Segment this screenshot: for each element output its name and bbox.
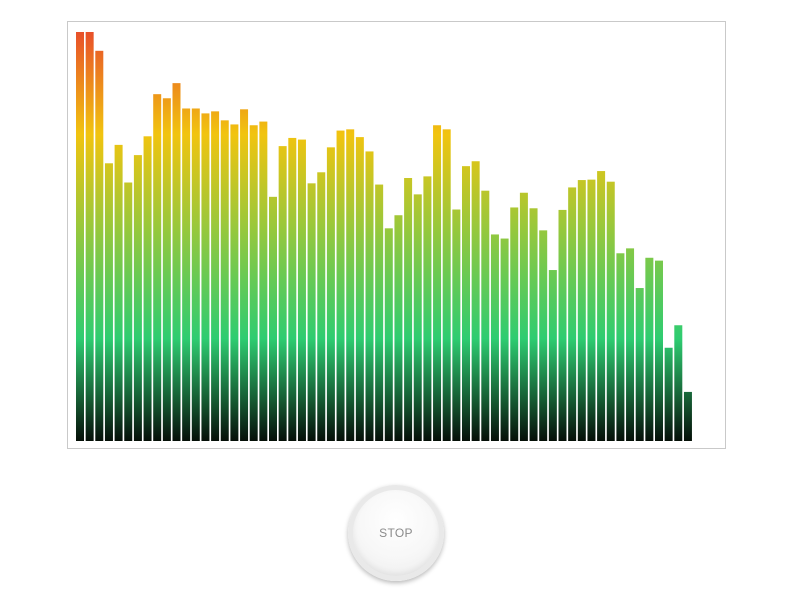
level-bar <box>683 391 692 441</box>
level-bar <box>404 178 413 441</box>
level-bar <box>365 151 374 441</box>
level-bar <box>336 130 345 441</box>
level-bar <box>355 137 364 442</box>
level-bar <box>104 163 113 442</box>
level-bar <box>664 347 673 441</box>
level-bar <box>230 124 239 442</box>
level-bar <box>413 194 422 441</box>
level-bar <box>587 179 596 441</box>
visualizer-frame <box>67 21 726 449</box>
level-bar <box>346 129 355 441</box>
level-bar <box>635 288 644 441</box>
level-bar <box>394 215 403 441</box>
level-bar <box>384 228 393 441</box>
level-bar <box>500 238 509 441</box>
level-bar <box>124 182 133 441</box>
level-bar <box>645 257 654 441</box>
level-bar <box>162 98 171 441</box>
level-bar <box>114 144 123 441</box>
level-bar <box>326 147 335 441</box>
level-bar <box>452 209 461 441</box>
level-bar <box>558 209 567 441</box>
level-bar <box>220 120 229 441</box>
level-bar <box>297 139 306 441</box>
level-bar <box>433 125 442 441</box>
level-bar <box>655 260 663 441</box>
visualizer-canvas <box>76 32 692 442</box>
level-bar <box>201 113 210 441</box>
level-bar <box>95 50 104 441</box>
level-bar <box>423 176 432 441</box>
level-bar <box>529 208 538 441</box>
level-bar <box>442 129 451 441</box>
level-bar <box>182 108 191 441</box>
level-bar <box>211 111 220 441</box>
level-bar <box>133 155 142 442</box>
level-bar <box>85 32 94 441</box>
level-bar <box>616 253 625 441</box>
level-bar <box>462 166 470 441</box>
stop-button[interactable]: STOP <box>348 485 444 581</box>
level-bar <box>481 190 490 441</box>
level-bar <box>76 32 84 441</box>
level-bar <box>249 125 258 441</box>
level-bar <box>490 234 499 441</box>
level-bar <box>606 181 615 441</box>
level-bar <box>259 121 268 441</box>
level-bar <box>519 192 528 441</box>
level-bar <box>674 325 683 441</box>
level-bar <box>317 172 326 442</box>
level-bar <box>191 108 200 441</box>
level-bar <box>240 109 249 442</box>
level-bar <box>288 137 297 441</box>
level-bar <box>278 146 287 442</box>
level-bar <box>626 248 635 441</box>
level-bar <box>510 207 519 441</box>
level-bar <box>143 136 152 442</box>
level-bar <box>471 161 480 442</box>
level-bar <box>597 171 606 441</box>
level-bar <box>577 180 586 441</box>
level-bar <box>153 94 162 442</box>
level-bar <box>539 230 548 441</box>
level-bar <box>269 196 277 441</box>
level-bar <box>172 83 181 442</box>
level-bar <box>548 270 557 441</box>
level-bar <box>375 184 384 441</box>
level-bar <box>307 183 316 441</box>
level-bar <box>568 187 577 441</box>
